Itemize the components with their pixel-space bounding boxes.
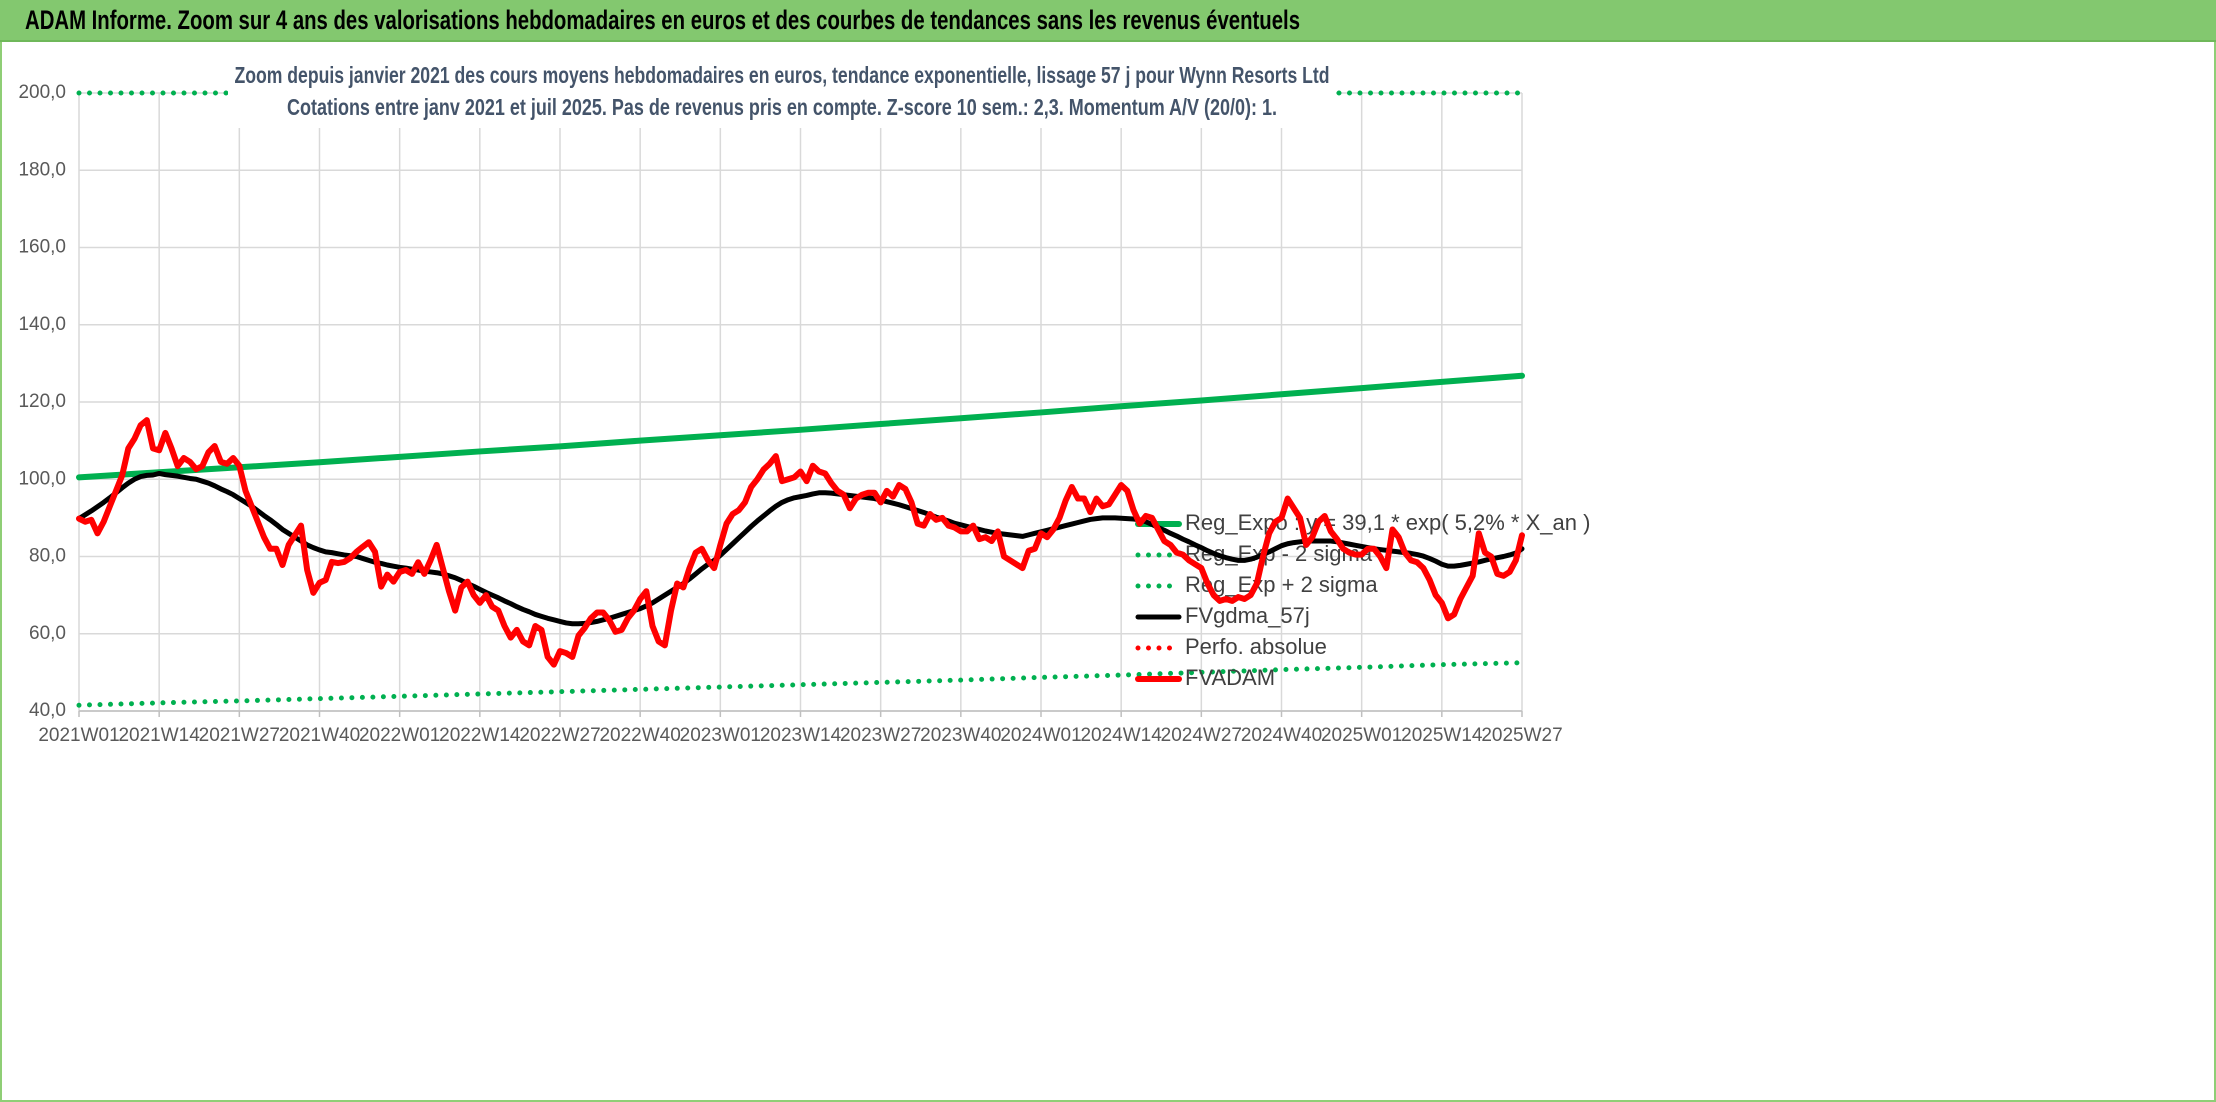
title-background — [228, 58, 1336, 128]
x-tick-label: 2024W27 — [1161, 725, 1242, 746]
y-tick-label: 160,0 — [18, 237, 66, 258]
header-title: ADAM Informe. Zoom sur 4 ans des valoris… — [25, 5, 1300, 35]
x-tick-label: 2021W40 — [279, 725, 360, 746]
y-tick-label: 60,0 — [29, 623, 66, 644]
x-tick-label: 2022W14 — [439, 725, 521, 746]
legend-label: FVADAM — [1185, 665, 1275, 690]
legend-label: Perfo. absolue — [1185, 634, 1327, 659]
legend-label: Reg_Exp + 2 sigma — [1185, 572, 1378, 597]
grid: 40,0 60,0 80,0 100,0 120,0 140,0 160,0 180,0 200… — [18, 82, 1562, 746]
legend-label: FVgdma_57j — [1185, 603, 1310, 628]
x-tick-label: 2022W01 — [359, 725, 440, 746]
x-tick-label: 2022W40 — [599, 725, 680, 746]
chart-subtitle: Cotations entre janv 2021 et juil 2025. … — [287, 94, 1277, 120]
x-tick-label: 2023W27 — [840, 725, 921, 746]
x-tick-label: 2021W14 — [118, 725, 200, 746]
x-tick-label: 2023W40 — [920, 725, 1001, 746]
series-line — [76, 372, 1525, 481]
y-tick-label: 140,0 — [18, 314, 66, 335]
x-tick-label: 2025W01 — [1321, 725, 1402, 746]
x-tick-label: 2022W27 — [519, 725, 600, 746]
y-tick-label: 80,0 — [29, 546, 66, 567]
x-tick-label: 2023W14 — [760, 725, 842, 746]
header-bar — [0, 0, 2216, 40]
series — [76, 417, 1525, 668]
series-line — [76, 660, 1525, 708]
y-tick-label: 120,0 — [18, 391, 66, 412]
legend: Reg_Expo : y = 39,1 * exp( 5,2% * X_an )… — [1135, 510, 1590, 690]
x-tick-label: 2024W14 — [1080, 725, 1162, 746]
y-tick-label: 180,0 — [18, 159, 66, 180]
y-tick-label: 40,0 — [29, 700, 66, 721]
x-tick-label: 2021W01 — [38, 725, 119, 746]
x-tick-label: 2023W01 — [680, 725, 761, 746]
series-line — [76, 417, 1525, 668]
x-tick-label: 2021W27 — [199, 725, 280, 746]
y-tick-label: 200,0 — [18, 82, 66, 103]
x-tick-label: 2025W14 — [1401, 725, 1483, 746]
chart-title: Zoom depuis janvier 2021 des cours moyen… — [235, 62, 1330, 88]
legend-label: Reg_Expo : y = 39,1 * exp( 5,2% * X_an ) — [1185, 510, 1590, 535]
y-tick-label: 100,0 — [18, 468, 66, 489]
x-tick-label: 2024W40 — [1241, 725, 1322, 746]
x-tick-label: 2024W01 — [1000, 725, 1081, 746]
series-line — [76, 470, 1525, 627]
x-tick-label: 2025W27 — [1481, 725, 1562, 746]
